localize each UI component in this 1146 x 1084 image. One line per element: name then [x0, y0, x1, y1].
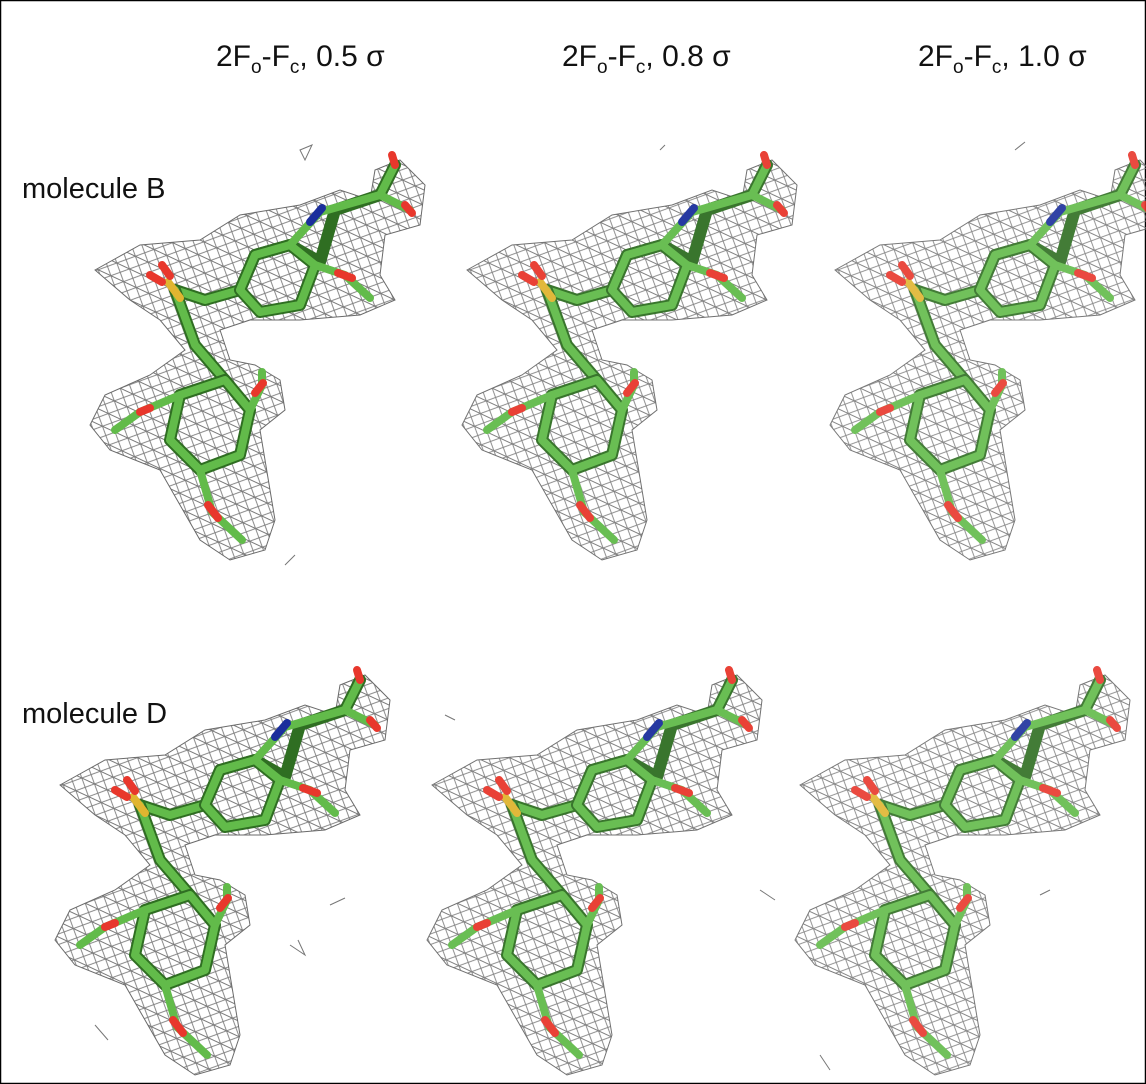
subscript: c	[992, 57, 1002, 78]
row-label: molecule B	[22, 173, 165, 205]
header-text: 2F	[562, 40, 597, 73]
header-text: 2F	[918, 40, 953, 73]
header-text: -F	[964, 40, 992, 73]
header-text: , 0.5 σ	[299, 40, 385, 73]
header-text: -F	[262, 40, 290, 73]
column-header: 2Fo-Fc, 0.8 σ	[562, 40, 731, 78]
subscript: o	[251, 57, 262, 78]
subscript: o	[953, 57, 964, 78]
subscript: c	[636, 57, 646, 78]
column-header: 2Fo-Fc, 1.0 σ	[918, 40, 1087, 78]
header-text: -F	[608, 40, 636, 73]
subscript: c	[290, 57, 300, 78]
header-text: , 1.0 σ	[1001, 40, 1087, 73]
header-text: 2F	[216, 40, 251, 73]
header-text: , 0.8 σ	[645, 40, 731, 73]
subscript: o	[597, 57, 608, 78]
column-header: 2Fo-Fc, 0.5 σ	[216, 40, 385, 78]
figure: 2Fo-Fc, 0.5 σ2Fo-Fc, 0.8 σ2Fo-Fc, 1.0 σ …	[0, 0, 1146, 1084]
row-label: molecule D	[22, 698, 167, 730]
